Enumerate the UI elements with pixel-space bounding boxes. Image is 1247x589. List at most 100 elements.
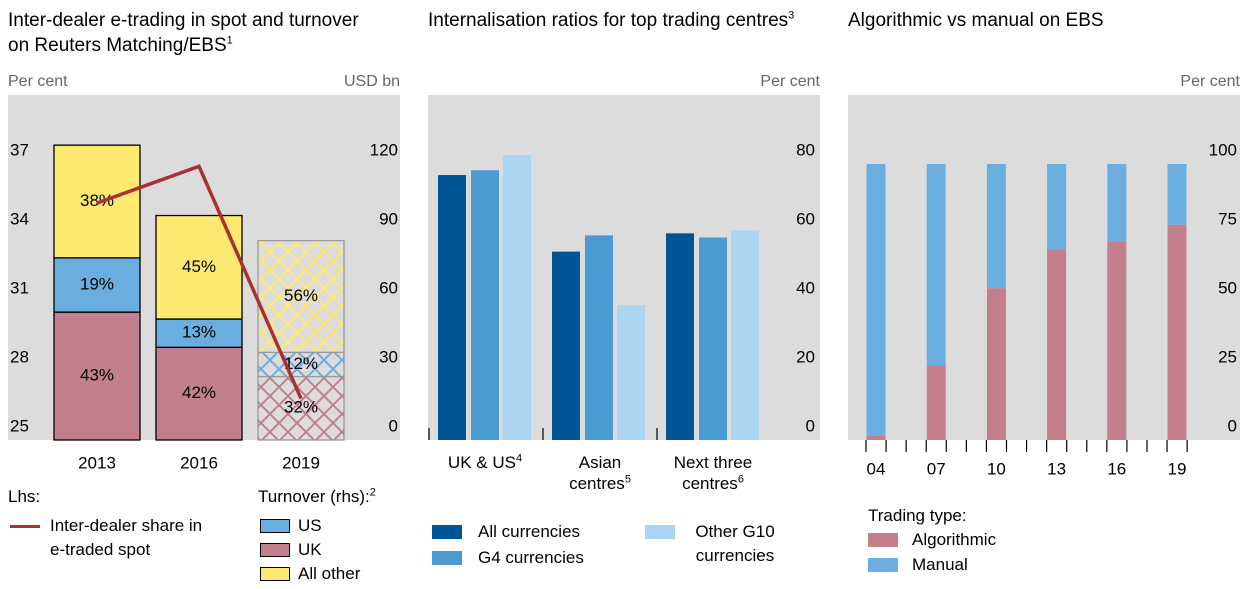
bar-segment <box>866 164 886 436</box>
legend-label: US <box>298 516 322 535</box>
x-tick-label: 13 <box>1047 459 1066 478</box>
category: Next three centres <box>673 453 753 493</box>
y-tick-label: 60 <box>379 278 398 297</box>
x-tick-label: 2013 <box>78 453 116 472</box>
bar-segment <box>1107 164 1127 242</box>
legend-title: Trading type: <box>868 506 967 525</box>
y-tick-label: 34 <box>10 209 29 228</box>
bar-segment <box>1047 164 1067 250</box>
y-tick-label: 0 <box>389 416 398 435</box>
category-note: 6 <box>737 473 744 486</box>
legend-swatch <box>868 533 898 547</box>
category: Asian centres <box>569 453 625 493</box>
data-label: 45% <box>182 257 216 276</box>
legend-label: G4 currencies <box>478 548 584 567</box>
bar <box>617 305 645 440</box>
y-tick-label: 90 <box>379 209 398 228</box>
legend-title-text: Turnover (rhs): <box>258 487 370 506</box>
data-label: 42% <box>182 383 216 402</box>
category-note: 5 <box>624 473 631 486</box>
y-tick-label: 50 <box>1218 278 1237 297</box>
y-tick-label: 75 <box>1218 209 1237 228</box>
bar-segment <box>866 435 886 440</box>
x-tick-label: Next three centres6 <box>663 452 763 494</box>
data-label: 38% <box>80 191 114 210</box>
bar-segment <box>1167 164 1187 225</box>
bar <box>471 170 499 440</box>
y2-axis-label: USD bn <box>343 73 400 90</box>
chart-title: Internalisation ratios for top trading c… <box>428 8 813 33</box>
legend-swatch <box>260 519 290 533</box>
legend-swatch <box>10 525 40 528</box>
category: UK & US <box>447 453 516 472</box>
y-tick-label: 25 <box>1218 347 1237 366</box>
bar-segment <box>1167 224 1187 440</box>
x-tick-label: 19 <box>1168 459 1187 478</box>
bar-segment <box>155 346 243 441</box>
chart-title: Algorithmic vs manual on EBS <box>848 8 1238 33</box>
y-tick-label: 37 <box>10 140 29 159</box>
bar-segment <box>155 318 243 348</box>
x-tick-label: 2016 <box>180 453 218 472</box>
legend-swatch <box>260 543 290 557</box>
bar-segment <box>257 375 345 441</box>
x-tick-label: 10 <box>987 459 1006 478</box>
bar <box>731 230 759 440</box>
y-tick-label: 100 <box>1209 140 1237 159</box>
legend-label: All currencies <box>478 522 581 541</box>
y-axis-label: Per cent <box>1180 73 1240 90</box>
y-tick-label: 80 <box>796 140 815 159</box>
x-tick-label: Asian centres5 <box>550 452 650 494</box>
x-tick-label: 2019 <box>282 453 320 472</box>
y-axis-label: Per cent <box>8 73 68 90</box>
legend-swatch <box>432 525 462 539</box>
bar <box>666 233 694 440</box>
data-label: 12% <box>284 354 318 373</box>
bar <box>438 175 466 441</box>
legend-swatch <box>432 551 462 565</box>
bar <box>699 237 727 440</box>
title-text: Internalisation ratios for top trading c… <box>428 10 789 31</box>
bar-segment <box>986 288 1006 440</box>
y-tick-label: 31 <box>10 278 29 297</box>
category-note: 4 <box>515 452 523 465</box>
legend-label: Other G10 currencies <box>695 522 775 565</box>
bar-segment <box>1047 249 1067 440</box>
bar-segment <box>53 311 141 441</box>
bar <box>585 235 613 440</box>
legend-title: Turnover (rhs):2 <box>258 485 376 509</box>
title-text: Inter-dealer e-trading in spot and turno… <box>8 10 359 56</box>
legend-label: All other <box>298 564 361 583</box>
legend-swatch <box>645 525 675 539</box>
x-tick-label: UK & US4 <box>435 452 535 473</box>
bar-segment <box>926 365 946 440</box>
y-tick-label: 40 <box>796 278 815 297</box>
data-label: 32% <box>284 398 318 417</box>
y-tick-label: 30 <box>379 347 398 366</box>
data-label: 43% <box>80 366 114 385</box>
legend-label: Manual <box>912 555 968 574</box>
legend-swatch <box>260 567 290 581</box>
legend-label: Inter-dealer share in e-traded spot <box>50 516 203 559</box>
x-tick-label: 16 <box>1107 459 1126 478</box>
legend-swatch <box>868 558 898 572</box>
title-note: 1 <box>226 34 233 47</box>
bar-segment <box>1107 241 1127 440</box>
y-tick-label: 28 <box>10 347 29 366</box>
legend-title-note: 2 <box>369 486 376 499</box>
x-tick-label: 04 <box>867 459 886 478</box>
y-tick-label: 0 <box>1228 416 1237 435</box>
y-tick-label: 0 <box>806 416 815 435</box>
y-tick-label: 120 <box>370 140 398 159</box>
y-tick-label: 25 <box>10 416 29 435</box>
bar-segment <box>986 164 1006 289</box>
data-label: 13% <box>182 323 216 342</box>
legend-label: Algorithmic <box>912 530 997 549</box>
data-label: 19% <box>80 274 114 293</box>
legend-title: Lhs: <box>8 487 41 506</box>
y-tick-label: 60 <box>796 209 815 228</box>
title-note: 3 <box>788 9 795 22</box>
bar <box>552 251 580 440</box>
